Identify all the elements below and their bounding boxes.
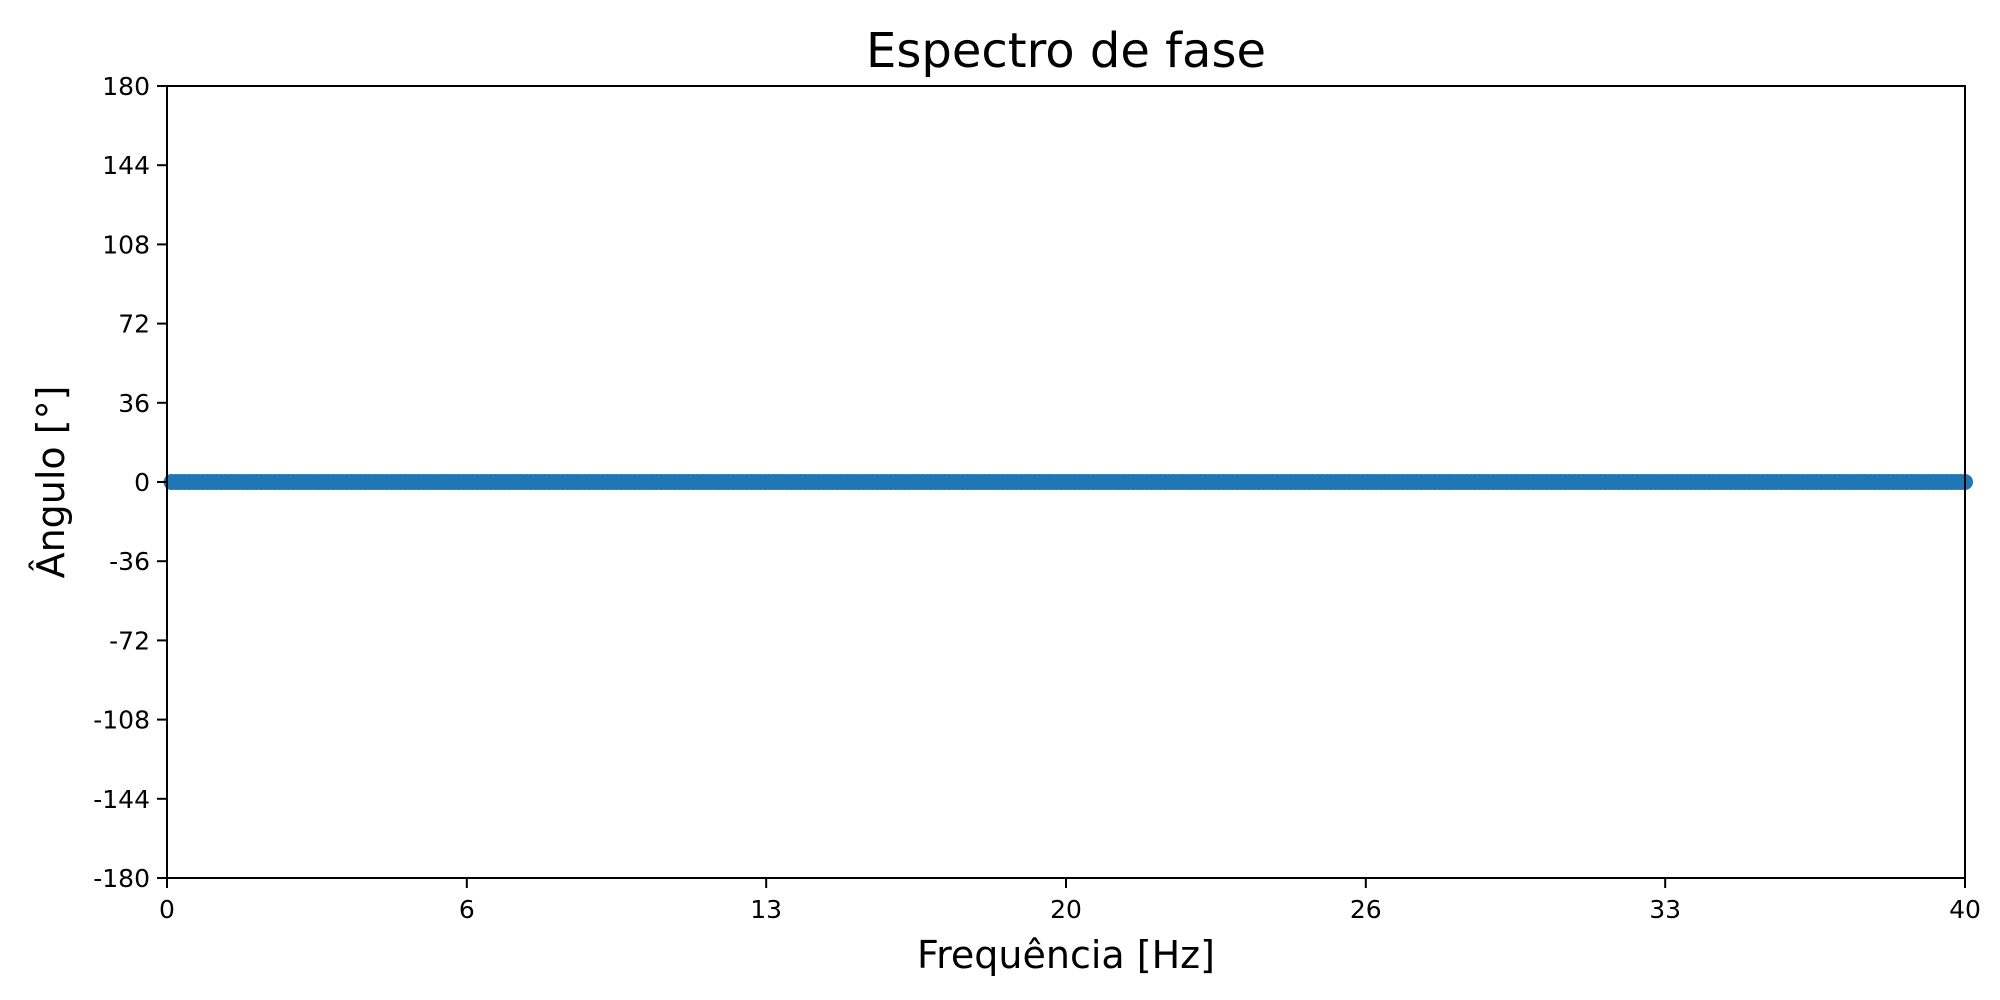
- y-tick-label: -144: [93, 785, 150, 814]
- chart-title: Espectro de fase: [866, 23, 1266, 79]
- y-tick-label: 0: [134, 468, 150, 497]
- y-tick-label: 180: [102, 72, 150, 101]
- x-axis-ticks: 0 6 13 20 26 33 40: [159, 878, 1981, 924]
- x-tick-label: 0: [159, 895, 175, 924]
- x-tick-label: 40: [1949, 895, 1981, 924]
- x-tick-label: 33: [1649, 895, 1681, 924]
- x-tick-label: 26: [1350, 895, 1382, 924]
- x-tick-label: 20: [1050, 895, 1082, 924]
- y-tick-label: 72: [118, 310, 150, 339]
- y-tick-label: 108: [102, 230, 150, 259]
- y-tick-label: 36: [118, 389, 150, 418]
- y-axis-label: Ângulo [°]: [29, 386, 73, 579]
- data-points: [163, 474, 1973, 490]
- y-tick-label: 144: [102, 151, 150, 180]
- y-tick-label: -72: [109, 626, 150, 655]
- x-tick-label: 13: [750, 895, 782, 924]
- y-tick-label: -108: [93, 706, 150, 735]
- y-axis-ticks: 180 144 108 72 36 0 -36 -72 -108 -144 -180: [93, 72, 167, 893]
- y-tick-label: -180: [93, 864, 150, 893]
- x-tick-label: 6: [459, 895, 475, 924]
- y-tick-label: -36: [109, 547, 150, 576]
- x-axis-label: Frequência [Hz]: [917, 933, 1215, 977]
